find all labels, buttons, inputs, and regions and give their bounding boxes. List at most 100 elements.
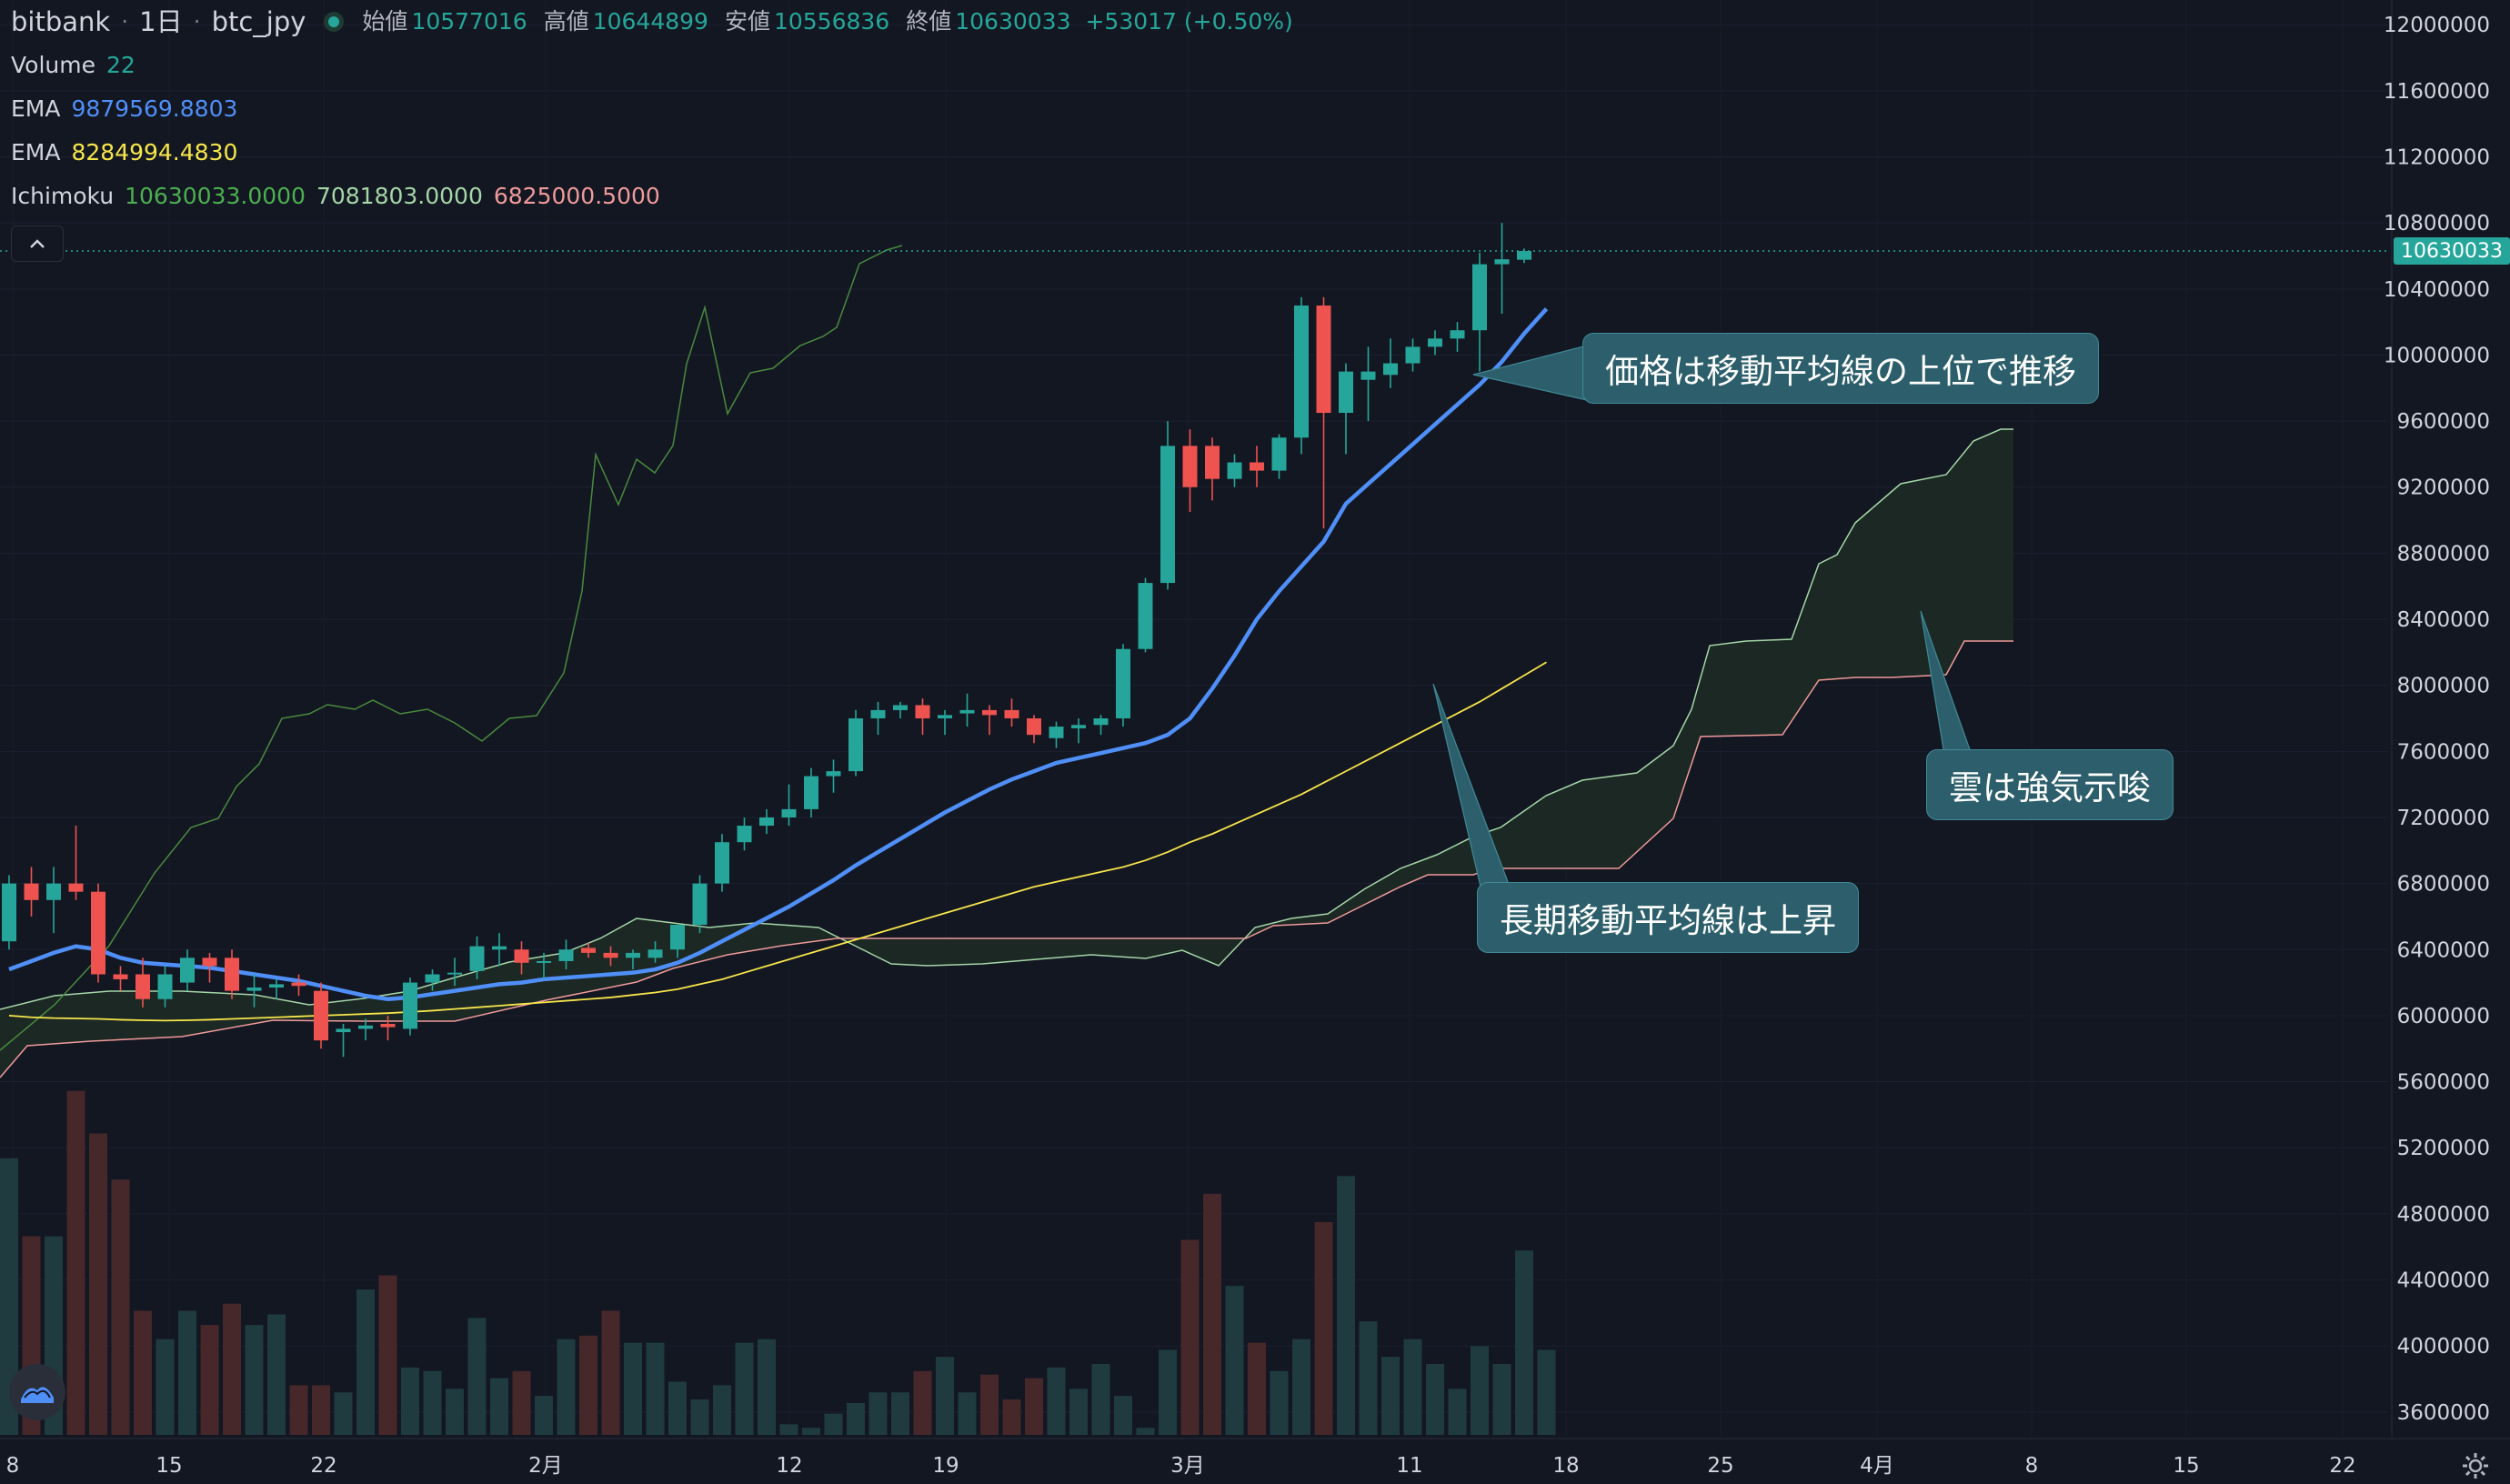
candle-body: [1116, 648, 1130, 718]
volume-bar: [668, 1381, 687, 1435]
candle-body: [670, 925, 685, 950]
candlestick: [1071, 718, 1086, 744]
gear-icon[interactable]: [2457, 1448, 2494, 1484]
indicator-legend: Volume 22 EMA 9879569.8803 EMA 8284994.4830 Ic…: [11, 44, 1293, 218]
volume-bar: [378, 1275, 397, 1435]
candle-body: [336, 1028, 351, 1033]
candle-body: [781, 808, 797, 817]
time-tick-label: 11: [1396, 1454, 1422, 1478]
volume-bar: [1426, 1364, 1444, 1435]
candlestick: [826, 759, 841, 793]
candlestick: [1160, 421, 1175, 590]
interval-label[interactable]: 1日: [139, 6, 183, 37]
last-price-tag: 10630033: [2394, 237, 2510, 265]
candle-body: [537, 960, 551, 963]
indicator-name: EMA: [11, 139, 61, 165]
candlestick: [1093, 715, 1109, 736]
volume-bar: [512, 1370, 531, 1435]
time-tick-label: 19: [932, 1454, 959, 1478]
candle-body: [1205, 446, 1220, 479]
indicator-row[interactable]: Ichimoku 10630033.0000 7081803.0000 6825000…: [11, 175, 1293, 218]
candlestick: [113, 966, 128, 991]
candlestick: [447, 958, 462, 987]
candle-body: [759, 817, 774, 827]
annotation-pointers: [1432, 345, 1973, 887]
bitbank-logo-icon[interactable]: [9, 1364, 65, 1420]
volume-bar: [490, 1378, 508, 1435]
senkou-span-a: [0, 428, 2013, 1010]
candlestick: [269, 978, 284, 999]
volume-bar: [891, 1392, 909, 1435]
volume-bar: [245, 1325, 264, 1435]
candle-body: [1049, 727, 1064, 738]
indicator-value: 9879569.8803: [71, 95, 238, 122]
candlestick: [581, 942, 596, 958]
candle-body: [648, 949, 663, 958]
candle-body: [1071, 725, 1086, 728]
candle-body: [202, 958, 217, 967]
indicator-row[interactable]: EMA 8284994.4830: [11, 131, 1293, 175]
collapse-legend-button[interactable]: [11, 226, 64, 262]
price-tick-label: 4400000: [2397, 1268, 2490, 1292]
candlestick: [157, 966, 173, 1008]
price-tick-label: 7200000: [2397, 807, 2490, 830]
candlestick: [514, 941, 529, 975]
candle-body: [826, 771, 841, 777]
candlestick: [1316, 296, 1331, 529]
chikou-span: [0, 245, 903, 1051]
price-tick-label: 11600000: [2384, 80, 2490, 104]
candle-body: [246, 988, 262, 991]
candle-body: [269, 984, 284, 988]
volume-bar: [66, 1090, 85, 1435]
callout-text: 雲は強気示唆: [1949, 768, 2151, 807]
price-tick-label: 8800000: [2397, 542, 2490, 566]
candlestick: [759, 808, 774, 835]
price-tick-label: 3600000: [2397, 1401, 2490, 1425]
candlestick: [715, 834, 729, 892]
candle-body: [314, 990, 328, 1041]
indicator-value: 22: [105, 52, 136, 78]
candle-body: [1405, 346, 1421, 364]
price-tick-label: 9600000: [2397, 410, 2490, 434]
indicator-row[interactable]: Volume 22: [11, 44, 1293, 87]
candlestick: [1049, 721, 1064, 748]
callout-cloud-bullish: 雲は強気示唆: [1926, 749, 2174, 820]
volume-bar: [1314, 1222, 1333, 1435]
time-tick-label: 8: [2025, 1454, 2039, 1478]
volume-bar: [0, 1158, 18, 1435]
volume-bar: [1225, 1286, 1244, 1435]
candle-body: [380, 1023, 396, 1028]
indicator-lines: [8, 307, 1549, 1022]
exchange-name[interactable]: bitbank: [11, 6, 111, 37]
volume-bar: [1381, 1357, 1400, 1435]
volume-bar: [601, 1310, 620, 1435]
price-tick-label: 5200000: [2397, 1137, 2490, 1160]
volume-bar: [312, 1385, 330, 1435]
volume-bar: [356, 1289, 375, 1435]
callout-text: 長期移動平均線は上昇: [1500, 901, 1836, 940]
candle-body: [848, 718, 863, 772]
volume-bar: [958, 1392, 977, 1435]
candle-body: [1517, 251, 1531, 260]
indicator-value: 7081803.0000: [316, 183, 483, 209]
candle-body: [1004, 709, 1019, 718]
candle-body: [113, 974, 128, 979]
candlestick: [1271, 434, 1287, 479]
candle-body: [959, 709, 975, 714]
candle-body: [603, 952, 618, 958]
volume-bar: [646, 1342, 665, 1435]
candle-body: [1294, 305, 1309, 438]
volume-bar: [467, 1318, 487, 1435]
candlestick: [1182, 429, 1198, 512]
indicator-row[interactable]: EMA 9879569.8803: [11, 87, 1293, 131]
candlestick: [1027, 715, 1041, 744]
candle-body: [915, 705, 930, 718]
candlestick: [1339, 363, 1353, 455]
candlestick: [603, 946, 618, 967]
price-tick-label: 10800000: [2384, 212, 2490, 236]
pair-label[interactable]: btc_jpy: [211, 6, 306, 37]
volume-bar: [535, 1396, 553, 1435]
volume-bar: [1025, 1378, 1043, 1435]
candle-body: [24, 883, 39, 900]
